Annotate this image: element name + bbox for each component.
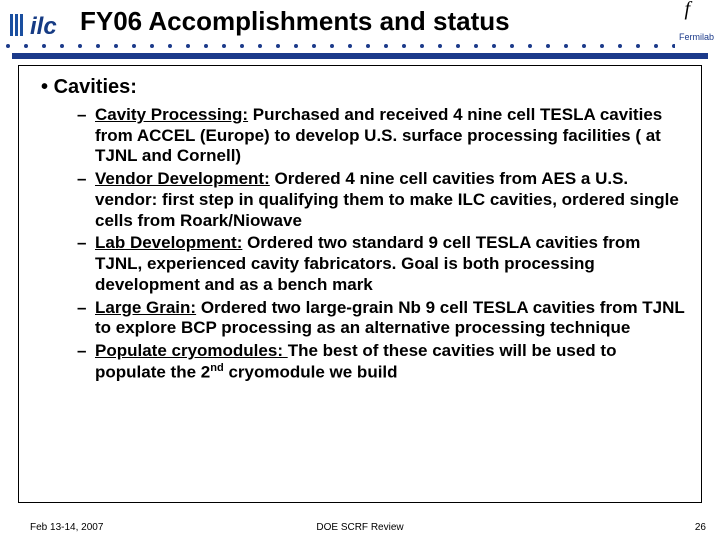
item-lead: Vendor Development: — [95, 169, 270, 188]
content-box: Cavities: Cavity Processing: Purchased a… — [18, 65, 702, 503]
footer-center: DOE SCRF Review — [0, 522, 720, 533]
accent-bar — [12, 53, 708, 59]
slide: ilc FY06 Accomplishments and status f Fe… — [0, 0, 720, 540]
list-item: Lab Development: Ordered two standard 9 … — [77, 233, 685, 295]
item-lead: Lab Development: — [95, 233, 242, 252]
item-tail: cryomodule we build — [224, 362, 398, 381]
item-lead: Large Grain: — [95, 298, 196, 317]
list-item: Large Grain: Ordered two large-grain Nb … — [77, 298, 685, 339]
footer-page: 26 — [695, 522, 706, 533]
list-item: Vendor Development: Ordered 4 nine cell … — [77, 169, 685, 231]
header-symbol: f — [684, 0, 690, 21]
item-lead: Populate cryomodules: — [95, 341, 288, 360]
section-heading: Cavities: — [41, 76, 691, 99]
item-lead: Cavity Processing: — [95, 105, 248, 124]
slide-header: ilc FY06 Accomplishments and status f Fe… — [0, 0, 720, 58]
dot-rule — [0, 44, 675, 52]
lab-label: Fermilab — [679, 32, 714, 42]
list-item: Cavity Processing: Purchased and receive… — [77, 105, 685, 167]
footer-date: Feb 13-14, 2007 — [30, 522, 103, 533]
slide-footer: Feb 13-14, 2007 DOE SCRF Review 26 — [0, 514, 720, 540]
item-sup: nd — [210, 362, 224, 374]
list-item: Populate cryomodules: The best of these … — [77, 341, 685, 383]
svg-text:ilc: ilc — [30, 13, 57, 40]
ilc-logo: ilc — [10, 10, 70, 45]
slide-title: FY06 Accomplishments and status — [80, 6, 510, 37]
bullet-list: Cavity Processing: Purchased and receive… — [77, 105, 685, 383]
